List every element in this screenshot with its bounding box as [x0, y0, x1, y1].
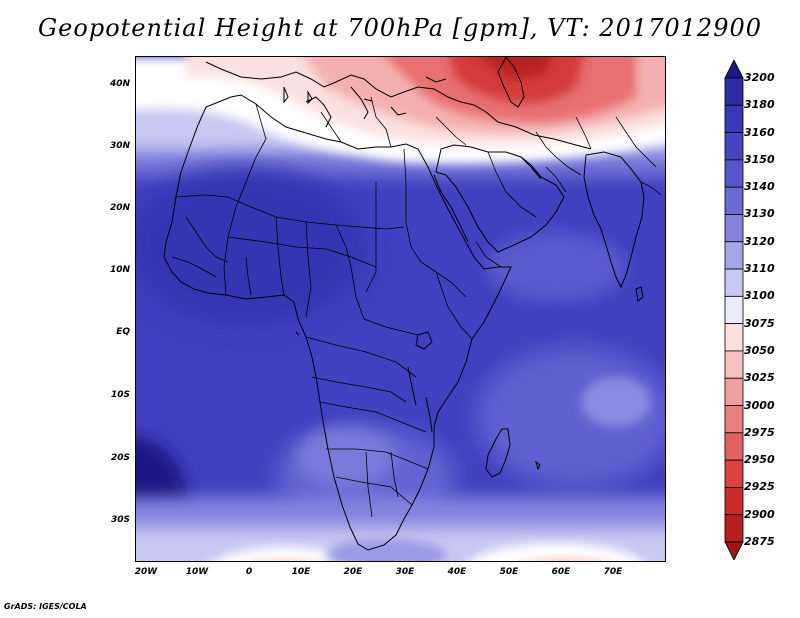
colorbar-swatch: [724, 104, 744, 133]
colorbar-level-label: 3110: [744, 262, 775, 276]
lat-label-10s: 10S: [110, 390, 130, 400]
colorbar-swatch: [724, 432, 744, 461]
lon-label-20e: 20E: [343, 567, 363, 577]
colorbar-swatch: [724, 214, 744, 243]
colorbar-swatch: [724, 268, 744, 297]
colorbar-level-label: 3025: [744, 371, 775, 385]
lon-label-0: 0: [245, 567, 253, 577]
lon-label-50e: 50E: [499, 567, 519, 577]
colorbar-swatch: [724, 377, 744, 406]
colorbar-level-label: 2925: [744, 480, 775, 494]
colorbar-level-label: 3100: [744, 289, 775, 303]
colorbar-swatch: [724, 77, 744, 106]
colorbar-bottom-arrow: [724, 541, 744, 560]
lat-label-40n: 40N: [109, 79, 130, 89]
lon-label-60e: 60E: [551, 567, 571, 577]
colorbar-level-label: 3050: [744, 343, 775, 357]
lon-label-30e: 30E: [395, 567, 415, 577]
lat-label-20n: 20N: [109, 203, 130, 213]
colorbar-swatch: [724, 405, 744, 434]
lat-label-10n: 10N: [109, 265, 130, 275]
colorbar-level-label: 2900: [744, 507, 775, 521]
height-field: [136, 57, 665, 561]
colorbar-level-label: 3180: [744, 98, 775, 112]
colorbar-swatch: [724, 186, 744, 215]
lat-label-20s: 20S: [110, 453, 130, 463]
colorbar-level-label: 3130: [744, 207, 775, 221]
colorbar-level-label: 3000: [744, 398, 775, 412]
colorbar-swatch: [724, 350, 744, 379]
colorbar-level-label: 3200: [744, 71, 775, 84]
coastlines: [163, 57, 645, 551]
colorbar-level-label: 3075: [744, 316, 775, 330]
colorbar-level-label: 2875: [744, 535, 775, 548]
lon-label-20w: 20W: [134, 567, 158, 577]
lon-label-10w: 10W: [185, 567, 209, 577]
lat-label-eq: EQ: [116, 327, 130, 337]
colorbar-swatch: [724, 323, 744, 352]
country-borders: [171, 96, 662, 518]
lon-label-10e: 10E: [291, 567, 311, 577]
colorbar-swatch: [724, 295, 744, 325]
map-panel: [135, 56, 666, 562]
colorbar-swatch: [724, 159, 744, 188]
colorbar-level-label: 3120: [744, 234, 775, 248]
colorbar-level-label: 3160: [744, 125, 775, 139]
lat-label-30s: 30S: [110, 515, 130, 525]
colorbar-swatch: [724, 459, 744, 488]
colorbar-top-arrow: [724, 60, 744, 79]
lat-label-30n: 30N: [109, 141, 130, 151]
colorbar-swatch: [724, 514, 744, 543]
colorbar-swatch: [724, 241, 744, 270]
colorbar-level-label: 2950: [744, 453, 775, 467]
colorbar-swatch: [724, 132, 744, 161]
colorbar-level-label: 3150: [744, 152, 775, 166]
colorbar-swatch: [724, 487, 744, 516]
colorbar-level-label: 3140: [744, 180, 775, 194]
lon-label-40e: 40E: [447, 567, 467, 577]
lon-label-70e: 70E: [603, 567, 623, 577]
colorbar: [724, 60, 744, 560]
grads-credit: GrADS: IGES/COLA: [4, 602, 87, 611]
colorbar-level-label: 2975: [744, 425, 775, 439]
map-title: Geopotential Height at 700hPa [gpm], VT:…: [38, 14, 762, 42]
